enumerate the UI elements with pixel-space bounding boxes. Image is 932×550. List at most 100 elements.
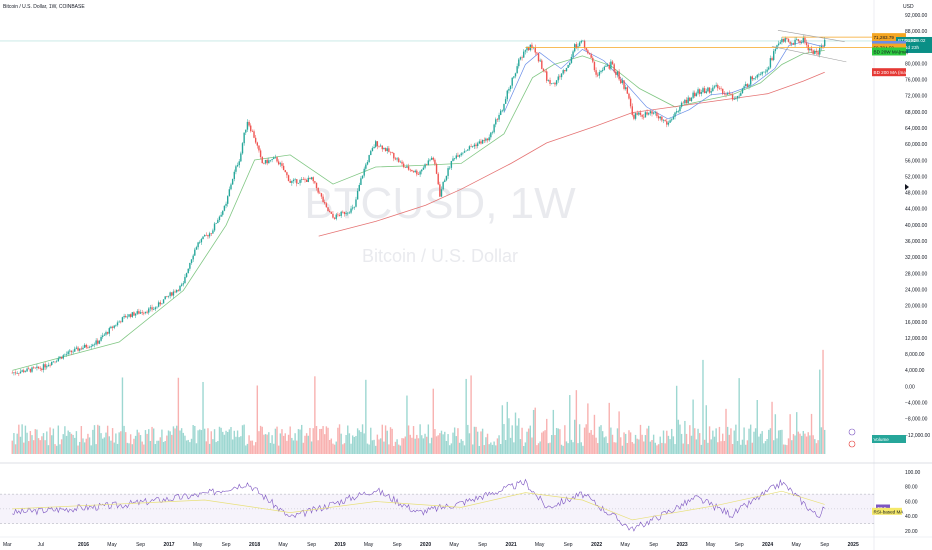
time-tick-label: 2023	[677, 542, 688, 548]
candle-body	[674, 112, 676, 117]
candle-body	[411, 169, 413, 172]
candle-body	[437, 173, 439, 185]
candle-body	[567, 64, 569, 68]
time-tick-label: May	[620, 542, 630, 548]
candle-body	[590, 54, 592, 58]
volume-bar	[102, 438, 104, 454]
candle-body	[273, 157, 275, 160]
volume-bar	[776, 438, 778, 454]
volume-bar	[136, 429, 138, 454]
volume-bar	[246, 443, 249, 454]
candle-body	[189, 263, 191, 269]
channel-lower-line[interactable]	[771, 46, 847, 63]
candle-body	[389, 151, 392, 153]
volume-bar	[713, 436, 716, 454]
volume-bar	[518, 418, 520, 454]
volume-bar	[664, 443, 666, 454]
volume-bar	[195, 443, 198, 454]
candle-body	[444, 180, 446, 182]
candle-body	[345, 213, 347, 214]
candle-body	[562, 70, 564, 74]
volume-bar	[728, 434, 730, 454]
volume-bar	[654, 442, 656, 454]
candle-body	[202, 236, 204, 240]
volume-bar	[100, 433, 102, 454]
volume-bar	[373, 439, 375, 454]
candle-body	[393, 153, 395, 159]
volume-bar	[315, 425, 318, 454]
volume-bar	[508, 418, 510, 454]
volume-bar	[253, 445, 255, 454]
currency-label[interactable]: USD	[903, 4, 914, 10]
candle-body	[822, 45, 824, 47]
candle-body	[100, 336, 102, 341]
candle-body	[677, 111, 680, 112]
volume-bar	[383, 441, 385, 454]
volume-bar	[549, 442, 551, 454]
candle-body	[120, 321, 122, 323]
volume-bar	[666, 430, 668, 454]
volume-bar	[259, 425, 262, 454]
candle-body	[684, 99, 686, 104]
candle-body	[192, 255, 194, 260]
alert-icon[interactable]	[848, 428, 856, 436]
pane-close-icon[interactable]	[848, 440, 856, 448]
volume-bar	[419, 424, 421, 454]
candle-body	[799, 40, 801, 43]
candle-body	[554, 82, 556, 85]
candle-body	[208, 233, 211, 237]
candle-body	[491, 132, 494, 133]
volume-bar	[381, 424, 383, 454]
candle-body	[782, 38, 785, 42]
rsi-tick-label: 40.00	[905, 514, 918, 520]
volume-bar	[429, 443, 431, 454]
volume-bar	[809, 435, 811, 454]
candle-body	[689, 97, 691, 101]
candle-body	[601, 69, 604, 71]
candle-body	[342, 211, 344, 213]
volume-bar	[133, 438, 135, 454]
candle-body	[652, 112, 655, 114]
volume-bar	[761, 431, 763, 454]
candle-body	[386, 148, 388, 151]
candle-body	[763, 71, 765, 73]
volume-bar	[41, 436, 43, 454]
volume-bar	[684, 420, 686, 454]
volume-bar	[791, 440, 793, 454]
candle-body	[483, 139, 485, 141]
rsi-ma-line	[12, 490, 825, 521]
candle-body	[649, 111, 652, 114]
time-tick-label: Sep	[393, 542, 402, 548]
candle-body	[703, 88, 706, 93]
volume-bar	[11, 440, 13, 454]
rsi-band	[0, 494, 874, 524]
volume-bar	[281, 429, 283, 454]
volume-bar	[685, 433, 688, 454]
candle-body	[577, 46, 579, 48]
candle-body	[715, 85, 717, 87]
volume-bar	[200, 430, 203, 454]
candle-body	[159, 302, 161, 305]
candle-body	[320, 193, 323, 197]
candle-body	[21, 370, 23, 372]
candle-body	[220, 214, 222, 217]
volume-bar	[154, 443, 157, 454]
candle-body	[539, 60, 541, 62]
volume-bar	[391, 428, 393, 454]
time-tick-label: Sep	[222, 542, 231, 548]
volume-bar	[363, 433, 365, 454]
candle-body	[134, 313, 137, 316]
volume-bar	[105, 432, 107, 454]
candle-body	[110, 326, 112, 329]
volume-bar	[134, 435, 137, 454]
volume-bar	[822, 349, 824, 454]
volume-bar	[161, 429, 163, 454]
channel-upper-line[interactable]	[777, 30, 845, 43]
volume-bar	[498, 435, 500, 454]
volume-bar	[478, 445, 481, 454]
volume-bar	[758, 436, 760, 454]
price-tick-label: 80,000.00	[905, 61, 927, 67]
ma-20w-line	[12, 50, 825, 371]
volume-bar	[578, 424, 581, 454]
